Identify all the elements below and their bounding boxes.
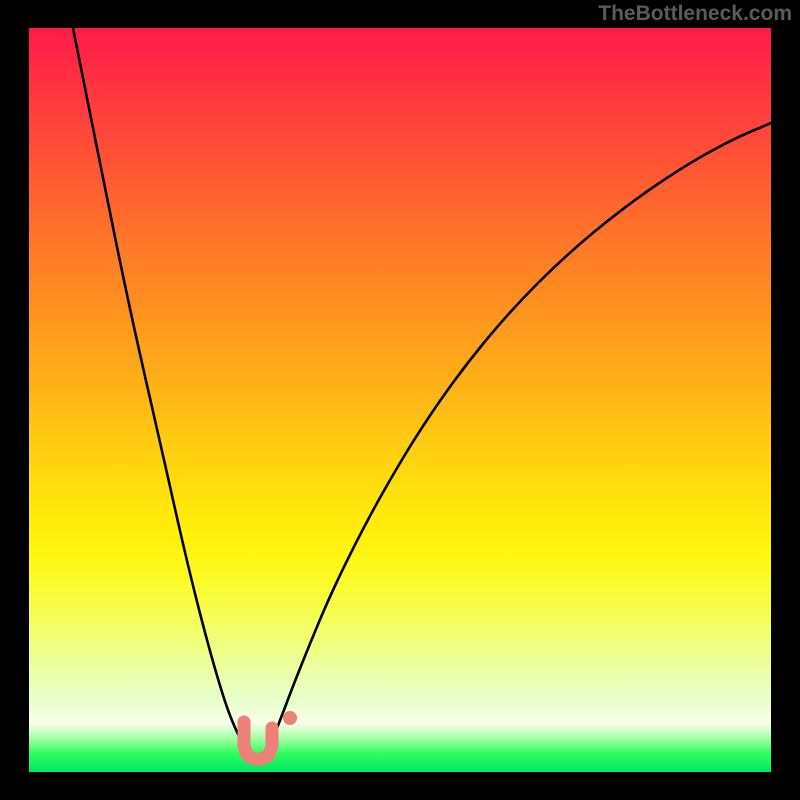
bottom-u-mark — [244, 722, 272, 759]
curve-layer — [29, 28, 771, 772]
watermark-text: TheBottleneck.com — [598, 2, 792, 26]
curve-right — [268, 123, 771, 748]
chart-canvas: TheBottleneck.com — [0, 0, 800, 800]
curve-left — [73, 28, 246, 748]
bottom-dot-mark — [283, 711, 297, 725]
plot-area — [29, 28, 771, 772]
